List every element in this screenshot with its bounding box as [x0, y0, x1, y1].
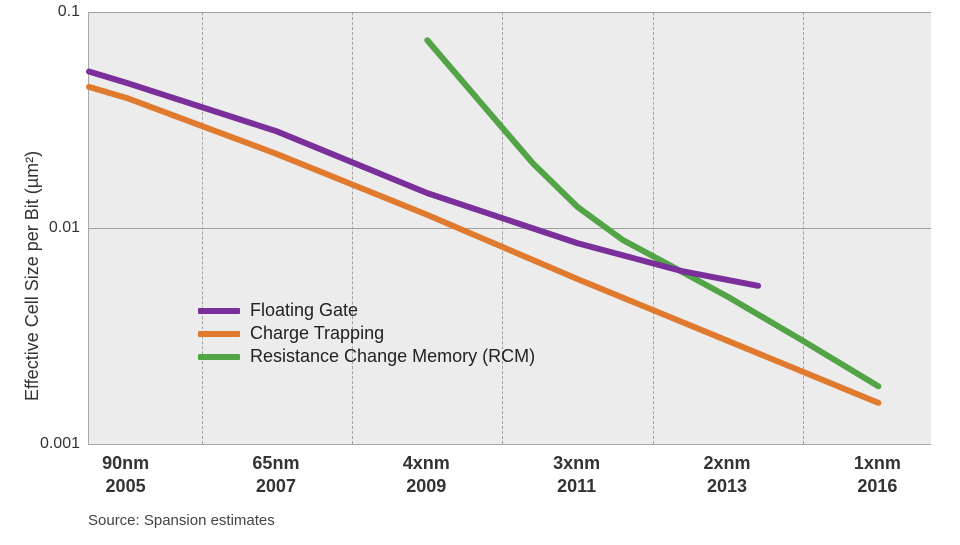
y-tick-label: 0.1: [58, 3, 80, 21]
x-tick-label: 90nm2005: [102, 452, 149, 497]
chart-container: Effective Cell Size per Bit (µm²) 0.001 0…: [0, 0, 960, 545]
x-tick-label: 3xnm2011: [553, 452, 600, 497]
legend-label: Charge Trapping: [250, 323, 384, 344]
y-axis-title: Effective Cell Size per Bit (µm²): [22, 151, 43, 401]
y-tick-label: 0.001: [40, 435, 80, 453]
series-floating_gate: [89, 72, 758, 286]
legend-item: Floating Gate: [198, 300, 535, 321]
legend-label: Floating Gate: [250, 300, 358, 321]
legend-swatch: [198, 308, 240, 314]
x-tick-label: 4xnm2009: [403, 452, 450, 497]
legend-swatch: [198, 331, 240, 337]
legend-label: Resistance Change Memory (RCM): [250, 346, 535, 367]
source-attribution: Source: Spansion estimates: [88, 512, 275, 529]
legend-item: Charge Trapping: [198, 323, 535, 344]
legend: Floating GateCharge TrappingResistance C…: [198, 298, 535, 369]
x-tick-label: 2xnm2013: [704, 452, 751, 497]
series-lines-layer: [89, 12, 931, 444]
x-tick-label: 65nm2007: [252, 452, 299, 497]
legend-swatch: [198, 354, 240, 360]
y-tick-label: 0.01: [49, 219, 80, 237]
x-tick-label: 1xnm2016: [854, 452, 901, 497]
plot-area: [88, 12, 931, 445]
legend-item: Resistance Change Memory (RCM): [198, 346, 535, 367]
